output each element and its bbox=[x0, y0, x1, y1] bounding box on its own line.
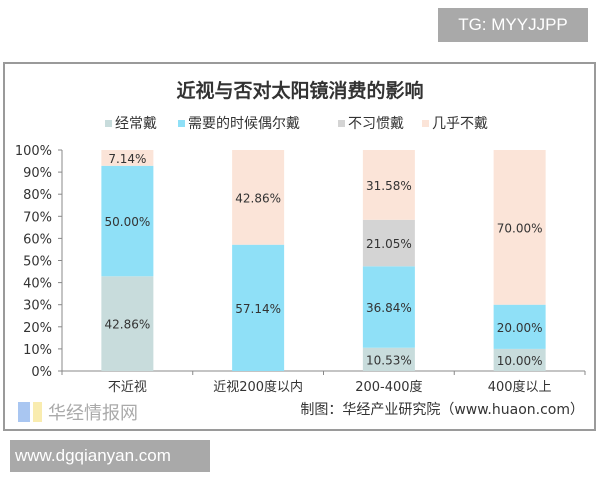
data-label: 20.00% bbox=[497, 321, 543, 335]
y-tick-label: 50% bbox=[23, 255, 52, 270]
data-label: 21.05% bbox=[366, 237, 412, 251]
y-tick-label: 80% bbox=[23, 188, 52, 203]
y-tick-label: 10% bbox=[23, 343, 52, 358]
y-tick-label: 90% bbox=[23, 166, 52, 181]
logo-text: 华经情报网 bbox=[48, 403, 138, 424]
bar-segment bbox=[362, 150, 415, 220]
top-watermark: TG: MYYJJPP bbox=[438, 8, 588, 42]
x-tick-label: 400度以上 bbox=[488, 379, 552, 395]
legend: 经常戴 需要的时候偶尔戴 不习惯戴 几乎不戴 bbox=[105, 115, 488, 132]
legend-swatch bbox=[105, 120, 112, 127]
legend-label: 几乎不戴 bbox=[432, 116, 488, 132]
bar-segment bbox=[493, 348, 546, 371]
data-label: 10.00% bbox=[497, 354, 543, 368]
bar-segment bbox=[362, 266, 415, 348]
y-tick-label: 100% bbox=[15, 144, 52, 159]
data-label: 36.84% bbox=[366, 301, 412, 315]
bars: 42.86% 50.00% 7.14% 不近视 57.14% 42.86% 近视200度以内… bbox=[101, 150, 552, 395]
y-tick-label: 30% bbox=[23, 299, 52, 314]
x-tick-label: 近视200度以内 bbox=[213, 379, 303, 395]
huajing-logo: 华经情报网 bbox=[18, 402, 138, 424]
data-label: 10.53% bbox=[366, 353, 412, 367]
y-tick-label: 40% bbox=[23, 277, 52, 292]
data-label: 7.14% bbox=[108, 152, 146, 166]
axes: 0% 10% 20% 30% 40% 50% 60% 70% 80% 90% 100% bbox=[15, 144, 586, 380]
chart-title: 近视与否对太阳镜消费的影响 bbox=[176, 79, 423, 102]
bar-segment bbox=[232, 150, 285, 245]
bar-segment bbox=[362, 347, 415, 371]
legend-swatch bbox=[178, 120, 185, 127]
legend-swatch bbox=[422, 120, 429, 127]
bar-segment bbox=[493, 150, 546, 305]
legend-label: 不习惯戴 bbox=[348, 115, 404, 132]
y-tick-label: 20% bbox=[23, 321, 52, 336]
source-note: 制图：华经产业研究院（www.huaon.com） bbox=[300, 402, 584, 418]
bottom-watermark: www.dgqianyan.com bbox=[10, 440, 210, 472]
x-tick-label: 200-400度 bbox=[355, 379, 422, 395]
bar-segment bbox=[362, 219, 415, 267]
y-tick-label: 0% bbox=[31, 365, 52, 380]
x-tick-label: 不近视 bbox=[108, 380, 147, 395]
data-label: 31.58% bbox=[366, 179, 412, 193]
data-label: 70.00% bbox=[497, 221, 543, 235]
data-label: 57.14% bbox=[235, 302, 281, 316]
y-tick-label: 70% bbox=[23, 210, 52, 225]
bar-segment bbox=[101, 150, 154, 166]
bar-segment bbox=[101, 165, 154, 277]
y-tick-label: 60% bbox=[23, 232, 52, 247]
legend-label: 经常戴 bbox=[115, 116, 157, 132]
bar-segment bbox=[493, 304, 546, 349]
data-label: 42.86% bbox=[104, 318, 150, 332]
bar-segment bbox=[101, 276, 154, 371]
bar-segment bbox=[232, 244, 285, 371]
legend-label: 需要的时候偶尔戴 bbox=[188, 116, 300, 132]
chart-frame bbox=[3, 62, 596, 431]
legend-swatch bbox=[338, 120, 345, 127]
data-label: 50.00% bbox=[104, 215, 150, 229]
data-label: 42.86% bbox=[235, 191, 281, 205]
